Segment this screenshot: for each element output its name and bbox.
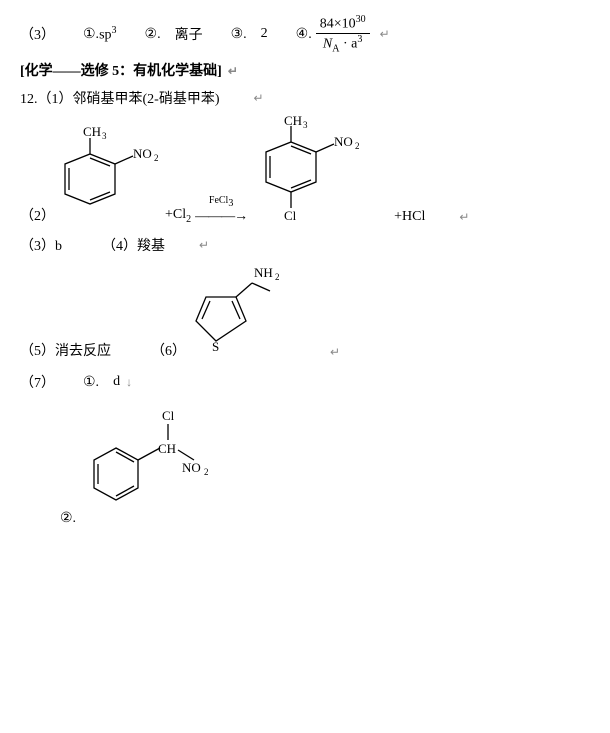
- plus-cl2: +Cl2: [165, 207, 191, 225]
- svg-text:2: 2: [355, 141, 360, 151]
- return-mark: ↵: [459, 210, 469, 225]
- num-3: ③.: [231, 26, 247, 43]
- ans-d: d: [113, 374, 120, 390]
- q-7: （7）: [20, 372, 55, 392]
- arrow-line: ———→: [195, 209, 247, 225]
- answer-12-7-2: ②. CH Cl NO 2: [60, 398, 590, 533]
- ans-4: （4）羧基: [102, 235, 165, 255]
- structure-phenyl-chcl-no2: CH Cl NO 2: [76, 398, 226, 533]
- return-mark: ↵: [254, 91, 264, 106]
- svg-text:CH: CH: [284, 114, 302, 128]
- answer-12-1: 12.（1） 邻硝基甲苯(2-硝基甲苯) ↵: [20, 86, 590, 110]
- num-4: ④.: [296, 26, 312, 43]
- svg-text:NH: NH: [254, 265, 273, 280]
- ans-text: 邻硝基甲苯(2-硝基甲苯): [73, 88, 220, 108]
- svg-text:3: 3: [303, 120, 308, 130]
- svg-text:2: 2: [154, 153, 159, 163]
- plus-hcl: +HCl: [394, 209, 425, 225]
- svg-text:2: 2: [275, 272, 280, 282]
- answer-12-5-6: （5）消去反应 （6） S NH 2 ↵: [20, 261, 590, 366]
- answer-line-3: （3） ①. sp3 ②. 离子 ③. 2 ④. 84×1030 NA · a3…: [20, 14, 590, 54]
- q-label: （3）: [20, 24, 55, 44]
- return-mark: ↵: [228, 64, 238, 78]
- structure-thiophene-ch2nh2: S NH 2: [186, 261, 296, 366]
- svg-text:2: 2: [204, 467, 209, 477]
- fraction-numerator: 84×1030: [316, 14, 370, 34]
- svg-text:CH: CH: [83, 124, 101, 139]
- ans-3: 2: [261, 26, 268, 42]
- svg-text:CH: CH: [158, 441, 176, 456]
- svg-text:Cl: Cl: [284, 208, 297, 223]
- q-6: （6）: [151, 340, 186, 360]
- ans-5: （5）消去反应: [20, 340, 111, 360]
- q-label: 12.（1）: [20, 88, 73, 108]
- catalyst-label: FeCl3: [209, 195, 233, 209]
- sp3-text: sp3: [99, 25, 116, 44]
- answer-12-7-1: （7） ①. d ↓: [20, 370, 590, 394]
- svg-text:3: 3: [102, 131, 107, 141]
- return-mark: ↵: [380, 27, 390, 42]
- structure-o-nitrotoluene: CH 3 NO 2: [55, 124, 165, 229]
- svg-text:NO: NO: [182, 460, 201, 475]
- svg-text:Cl: Cl: [162, 408, 175, 423]
- down-arrow: ↓: [126, 375, 132, 390]
- section-heading: [化学——选修 5：有机化学基础]↵: [20, 60, 590, 80]
- answer-12-3-4: （3）b （4）羧基 ↵: [20, 233, 590, 257]
- return-mark: ↵: [199, 238, 209, 253]
- ans-2: 离子: [175, 24, 203, 44]
- fraction-denominator: NA · a3: [319, 34, 366, 54]
- reaction-arrow: FeCl3 ———→: [195, 195, 247, 225]
- num-1: ①.: [83, 26, 99, 43]
- structure-chloro-nitrotoluene: CH 3 NO 2 Cl: [251, 114, 366, 229]
- num-2: ②.: [60, 510, 76, 527]
- q-label: （2）: [20, 205, 55, 225]
- ans-3: （3）b: [20, 235, 62, 255]
- num-1: ①.: [83, 374, 99, 391]
- svg-text:NO: NO: [334, 134, 353, 149]
- svg-text:NO: NO: [133, 146, 152, 161]
- return-mark: ↵: [330, 345, 340, 360]
- answer-12-2: （2） CH 3 NO 2 +Cl2 FeCl3 ———→: [20, 114, 590, 229]
- fraction-84-na: 84×1030 NA · a3: [316, 14, 370, 54]
- svg-text:S: S: [212, 339, 219, 354]
- num-2: ②.: [145, 26, 161, 43]
